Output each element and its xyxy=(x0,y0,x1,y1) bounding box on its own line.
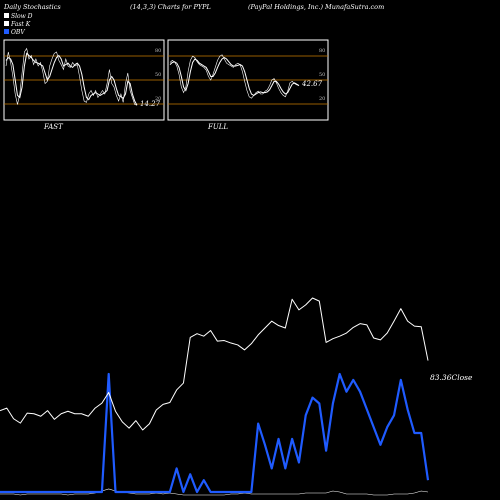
fast-fast-k-line xyxy=(5,47,138,106)
legend-label-obv: OBV xyxy=(11,29,25,36)
legend-label-slow-d: Slow D xyxy=(11,13,33,20)
legend: Slow D Fast K OBV xyxy=(4,13,33,36)
fast-tick-50: 50 xyxy=(155,72,161,78)
fast-stochastic-panel: 80 50 20 14.27 FAST xyxy=(3,39,165,131)
full-panel-label: FULL xyxy=(207,123,228,131)
fast-tick-20: 20 xyxy=(155,96,161,102)
fast-panel-label: FAST xyxy=(43,123,64,131)
fast-tick-80: 80 xyxy=(155,48,161,54)
full-tick-80: 80 xyxy=(319,48,325,54)
header-center: (14,3,3) Charts for PYPL xyxy=(130,3,211,11)
full-last-value: 42.67 xyxy=(301,80,323,88)
full-tick-50: 50 xyxy=(319,72,325,78)
legend-swatch-slow-d xyxy=(4,13,9,18)
price-obv-area: 83.36Close xyxy=(0,297,473,496)
fast-last-value: 14.27 xyxy=(140,100,161,108)
full-tick-20: 20 xyxy=(319,96,325,102)
legend-swatch-obv xyxy=(4,29,9,34)
full-stochastic-panel: 80 50 20 42.67 FULL xyxy=(167,39,329,131)
close-price-line xyxy=(0,297,429,431)
header-left: Daily Stochastics xyxy=(3,3,61,11)
legend-swatch-fast-k xyxy=(4,21,9,26)
full-fast-k-line xyxy=(169,54,300,99)
header-right: (PayPal Holdings, Inc.) MunafaSutra.com xyxy=(248,3,384,11)
close-price-label: 83.36Close xyxy=(430,373,473,382)
obv-series-line xyxy=(0,372,430,494)
volume-baseline-line xyxy=(0,488,429,496)
legend-label-fast-k: Fast K xyxy=(10,21,31,28)
